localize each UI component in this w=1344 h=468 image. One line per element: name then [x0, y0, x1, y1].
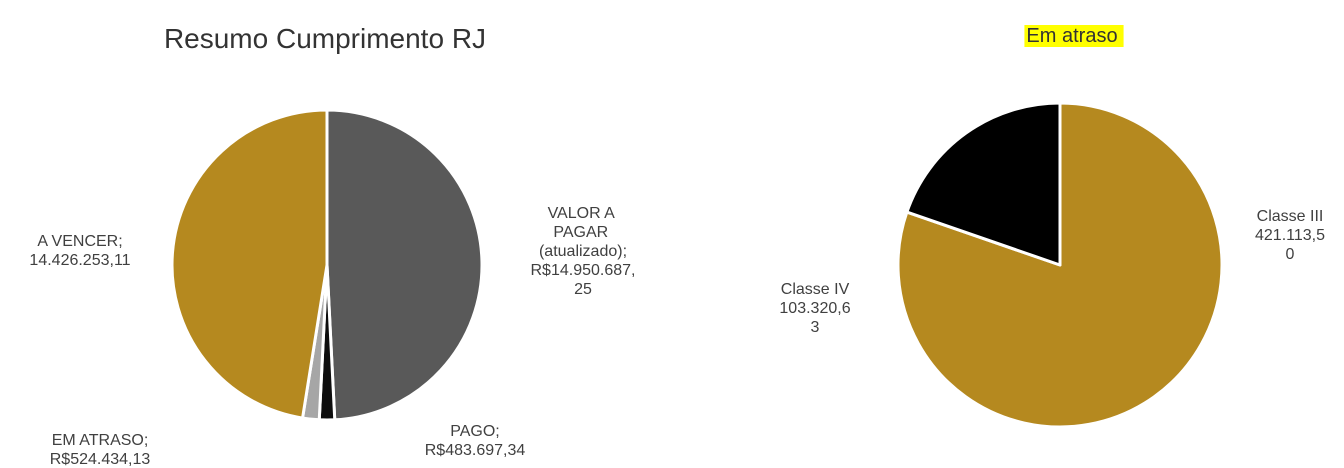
label-line: 25 [574, 281, 592, 298]
data-label: 421.113,5 0 [1255, 227, 1325, 263]
label-line: R$14.950.687, [531, 262, 636, 279]
label-line: PAGO; [450, 423, 500, 440]
label-line: 421.113,5 [1255, 227, 1325, 244]
label-line: EM ATRASO; [52, 432, 149, 449]
label-line: (atualizado); [539, 243, 627, 260]
data-label: Classe III [1257, 208, 1324, 225]
label-line: 3 [811, 319, 820, 336]
data-label: R$524.434,13 [50, 451, 151, 468]
pie-slice [325, 108, 484, 422]
pie-slice [905, 101, 1062, 267]
title-highlight [1024, 25, 1124, 47]
data-label: 103.320,6 3 [779, 300, 850, 336]
data-label: 14.426.253,11 [29, 252, 130, 269]
label-line: PAGAR [553, 224, 612, 241]
pie-slice [896, 101, 1224, 429]
data-label: EM ATRASO; [52, 432, 149, 449]
data-label: PAGO; [450, 423, 500, 440]
data-label: A VENCER; [37, 233, 122, 250]
label-line: 0 [1286, 246, 1295, 263]
label-line: R$524.434,13 [50, 451, 151, 468]
data-label: R$14.950.687, 25 [531, 262, 636, 298]
label-line: VALOR A [548, 205, 619, 222]
label-line: 14.426.253,11 [29, 252, 130, 269]
label-line: 103.320,6 [779, 300, 850, 317]
data-label: VALOR A PAGAR (atualizado); [539, 205, 627, 260]
pie-slice [170, 108, 329, 420]
data-label: R$483.697,34 [425, 442, 526, 459]
label-line: R$483.697,34 [425, 442, 526, 459]
label-line: Classe III [1257, 208, 1324, 225]
data-label: Classe IV [781, 281, 850, 298]
chart-title: Em atraso [1026, 25, 1117, 47]
label-line: Classe IV [781, 281, 850, 298]
label-line: A VENCER; [37, 233, 122, 250]
chart-title: Resumo Cumprimento RJ [164, 23, 486, 54]
